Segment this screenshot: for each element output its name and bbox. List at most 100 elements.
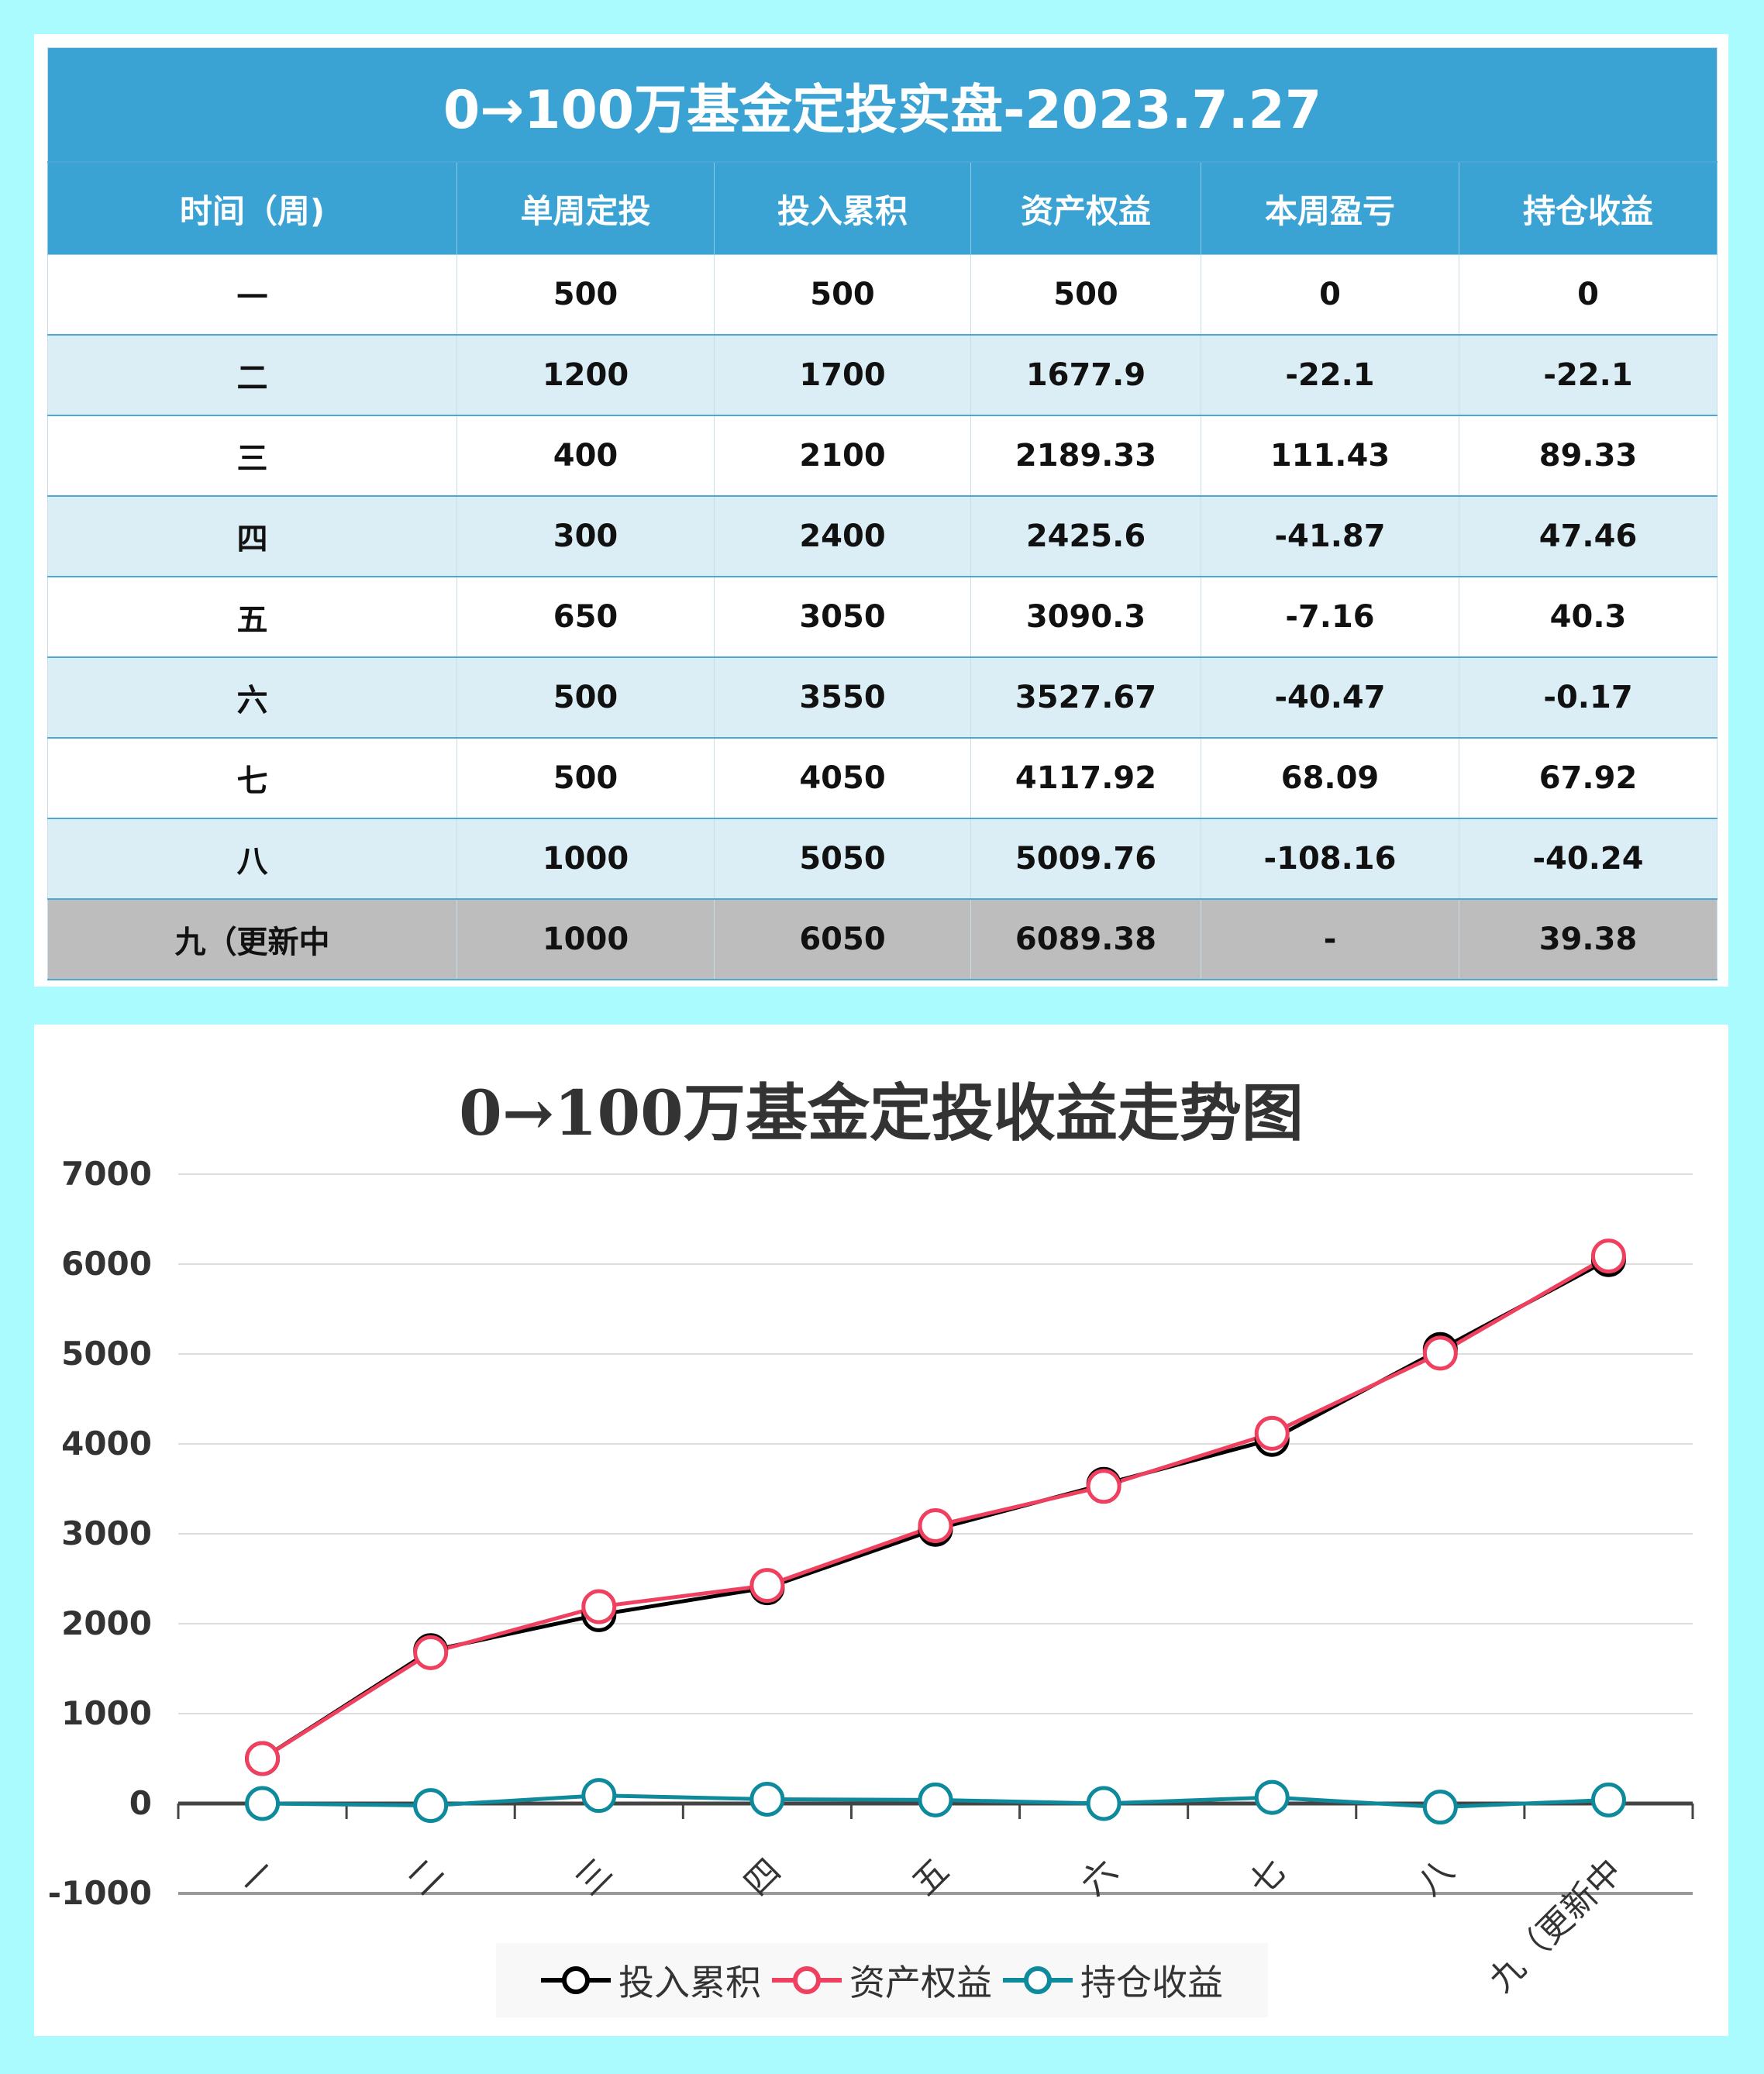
y-tick-label: 5000 bbox=[61, 1335, 152, 1373]
table-row: 九（更新中 1000 6050 6089.38-39.38 bbox=[47, 898, 1718, 980]
table-cell: 47.46 bbox=[1458, 495, 1718, 577]
table-cell: 500 bbox=[457, 254, 715, 336]
table-cell: - bbox=[1201, 898, 1459, 980]
table-row: 五 650 3050 3090.3 -7.16 40.3 bbox=[47, 576, 1718, 658]
table-cell: 4117.92 bbox=[970, 737, 1201, 819]
table-cell: 四 bbox=[47, 495, 457, 577]
table-cell: 40.3 bbox=[1458, 576, 1718, 658]
table-cell: 500 bbox=[457, 737, 715, 819]
y-tick-label: 3000 bbox=[61, 1514, 152, 1552]
table-cell: 七 bbox=[47, 737, 457, 819]
column-header: 本周盈亏 bbox=[1201, 161, 1459, 255]
data-point bbox=[1086, 1786, 1121, 1821]
table-cell: 67.92 bbox=[1458, 737, 1718, 819]
x-tick-label: 三 bbox=[568, 1852, 620, 1903]
table-cell: 1000 bbox=[457, 818, 715, 900]
table-cell: -7.16 bbox=[1201, 576, 1459, 658]
table-row: 八 1000 5050 5009.76 -108.16 -40.24 bbox=[47, 818, 1718, 900]
data-point bbox=[413, 1788, 449, 1824]
table-cell: 六 bbox=[47, 656, 457, 739]
table-cell: 500 bbox=[970, 254, 1201, 336]
x-tick-label: 五 bbox=[905, 1852, 957, 1903]
table-cell: 0 bbox=[1201, 254, 1459, 336]
table-cell: -22.1 bbox=[1201, 334, 1459, 416]
data-table-card: 0→100万基金定投实盘-2023.7.27 时间（周) 单周定投 投入累积 资产权益… bbox=[34, 34, 1728, 987]
table-cell: 3050 bbox=[714, 576, 971, 658]
data-point bbox=[245, 1786, 281, 1821]
table-title: 0→100万基金定投实盘-2023.7.27 bbox=[47, 47, 1718, 163]
table-cell: 1000 bbox=[457, 898, 715, 980]
x-tick-label: 九（更新中 bbox=[1482, 1852, 1631, 2000]
table-row: 七 500 4050 4117.92 68.09 67.92 bbox=[47, 737, 1718, 819]
table-cell: -40.47 bbox=[1201, 656, 1459, 739]
table-cell: -40.24 bbox=[1458, 818, 1718, 900]
column-header: 投入累积 bbox=[714, 161, 971, 255]
data-point bbox=[1086, 1469, 1121, 1504]
table-cell: 111.43 bbox=[1201, 415, 1459, 497]
x-tick-label: 八 bbox=[1410, 1852, 1462, 1903]
table-cell: 1700 bbox=[714, 334, 971, 416]
table-cell: -108.16 bbox=[1201, 818, 1459, 900]
legend-marker-icon bbox=[541, 1966, 611, 1994]
legend-item[interactable]: 持仓收益 bbox=[1003, 1955, 1223, 2006]
table-cell: 650 bbox=[457, 576, 715, 658]
table-cell: -0.17 bbox=[1458, 656, 1718, 739]
table-cell: 三 bbox=[47, 415, 457, 497]
legend-label: 投入累积 bbox=[618, 1962, 761, 2003]
table-cell: 一 bbox=[47, 254, 457, 336]
chart-card: 0→100万基金定投收益走势图 7000 6000 5000 4000 3000 2000… bbox=[34, 1025, 1728, 2036]
table-cell: 八 bbox=[47, 818, 457, 900]
column-header: 资产权益 bbox=[970, 161, 1201, 255]
data-point bbox=[749, 1781, 785, 1817]
legend-item[interactable]: 投入累积 bbox=[541, 1955, 761, 2006]
data-point bbox=[918, 1508, 953, 1544]
data-point bbox=[1590, 1782, 1626, 1817]
legend-label: 资产权益 bbox=[849, 1962, 992, 2003]
table-cell: 300 bbox=[457, 495, 715, 577]
table-row: 六 500 3550 3527.67 -40.47 -0.17 bbox=[47, 656, 1718, 739]
line-chart: 7000 6000 5000 4000 3000 2000 1000 0 -1000 一 二 三 四 五 六… bbox=[48, 1155, 1694, 2000]
data-point bbox=[245, 1741, 281, 1776]
table-header-row: 时间（周) 单周定投 投入累积 资产权益 本周盈亏 持仓收益 bbox=[47, 161, 1718, 255]
table-cell: 500 bbox=[457, 656, 715, 739]
x-tick-label: 六 bbox=[1073, 1852, 1125, 1903]
fund-table: 0→100万基金定投实盘-2023.7.27 时间（周) 单周定投 投入累积 资产权益… bbox=[47, 47, 1718, 980]
table-cell: 6050 bbox=[714, 898, 971, 980]
table-cell: 2425.6 bbox=[970, 495, 1201, 577]
data-point bbox=[1422, 1335, 1458, 1371]
table-cell: 3550 bbox=[714, 656, 971, 739]
table-cell: 五 bbox=[47, 576, 457, 658]
table-row: 一 500 500 500 0 0 bbox=[47, 254, 1718, 336]
table-cell: 39.38 bbox=[1458, 898, 1718, 980]
column-header: 持仓收益 bbox=[1458, 161, 1718, 255]
table-cell: 2100 bbox=[714, 415, 971, 497]
table-cell: 400 bbox=[457, 415, 715, 497]
y-tick-label: 2000 bbox=[61, 1604, 152, 1642]
y-tick-label: 7000 bbox=[61, 1155, 152, 1193]
legend-marker-icon bbox=[1003, 1966, 1073, 1994]
data-point bbox=[1254, 1415, 1290, 1451]
data-point bbox=[1590, 1239, 1626, 1274]
y-tick-label: 1000 bbox=[61, 1694, 152, 1732]
table-cell: 500 bbox=[714, 254, 971, 336]
table-cell: 89.33 bbox=[1458, 415, 1718, 497]
y-tick-label: -1000 bbox=[48, 1874, 152, 1912]
table-cell: -41.87 bbox=[1201, 495, 1459, 577]
table-cell: 1677.9 bbox=[970, 334, 1201, 416]
y-tick-label: 6000 bbox=[61, 1245, 152, 1283]
table-cell: 2400 bbox=[714, 495, 971, 577]
chart-legend: 投入累积 资产权益 持仓收益 bbox=[496, 1943, 1268, 2017]
column-header: 单周定投 bbox=[457, 161, 715, 255]
table-cell: 68.09 bbox=[1201, 737, 1459, 819]
data-point bbox=[918, 1782, 953, 1817]
table-cell: 6089.38 bbox=[970, 898, 1201, 980]
table-cell: 0 bbox=[1458, 254, 1718, 336]
y-tick-label: 0 bbox=[129, 1784, 152, 1822]
legend-item[interactable]: 资产权益 bbox=[772, 1955, 992, 2006]
data-point bbox=[1254, 1779, 1290, 1815]
table-row: 四 300 2400 2425.6 -41.87 47.46 bbox=[47, 495, 1718, 577]
table-cell: 3090.3 bbox=[970, 576, 1201, 658]
data-point bbox=[413, 1635, 449, 1670]
legend-label: 持仓收益 bbox=[1080, 1962, 1223, 2003]
data-point bbox=[749, 1568, 785, 1604]
